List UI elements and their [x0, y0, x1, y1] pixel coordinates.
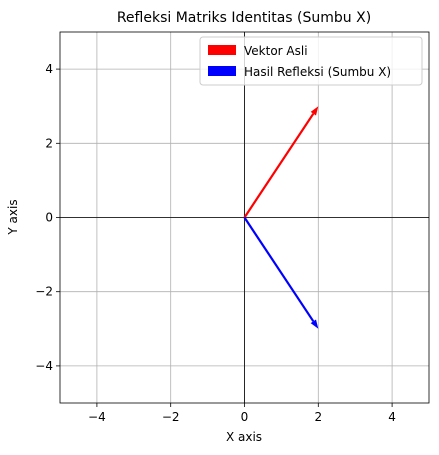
x-tick-label: 4	[388, 410, 396, 424]
y-tick-label: −2	[35, 285, 53, 299]
y-tick-label: 2	[45, 136, 53, 150]
vector-shaft-1	[243, 216, 315, 322]
legend-label-1: Hasil Refleksi (Sumbu X)	[244, 65, 391, 79]
x-axis-label: X axis	[226, 430, 262, 444]
vector-head-1	[310, 319, 319, 329]
x-tick-label: −2	[162, 410, 180, 424]
x-tick-label: −4	[88, 410, 106, 424]
y-tick-label: 0	[45, 211, 53, 225]
vector-shaft-0	[243, 113, 315, 219]
x-tick-label: 0	[241, 410, 249, 424]
x-tick-label: 2	[314, 410, 322, 424]
legend-swatch-1	[208, 66, 236, 76]
legend-label-0: Vektor Asli	[244, 44, 308, 58]
legend-box	[199, 36, 423, 86]
y-tick-label: 4	[45, 62, 53, 76]
chart-title: Refleksi Matriks Identitas (Sumbu X)	[117, 10, 371, 26]
vector-head-0	[310, 106, 319, 116]
legend-swatch-0	[208, 45, 236, 55]
plot-area: −4 −2 0 2 4 −4 −2 0 2 4 Vektor Asli Hasil Refleksi …	[35, 31, 430, 424]
plot-frame	[59, 31, 430, 404]
y-tick-label: −4	[35, 359, 53, 373]
y-axis-label: Y axis	[6, 199, 20, 235]
